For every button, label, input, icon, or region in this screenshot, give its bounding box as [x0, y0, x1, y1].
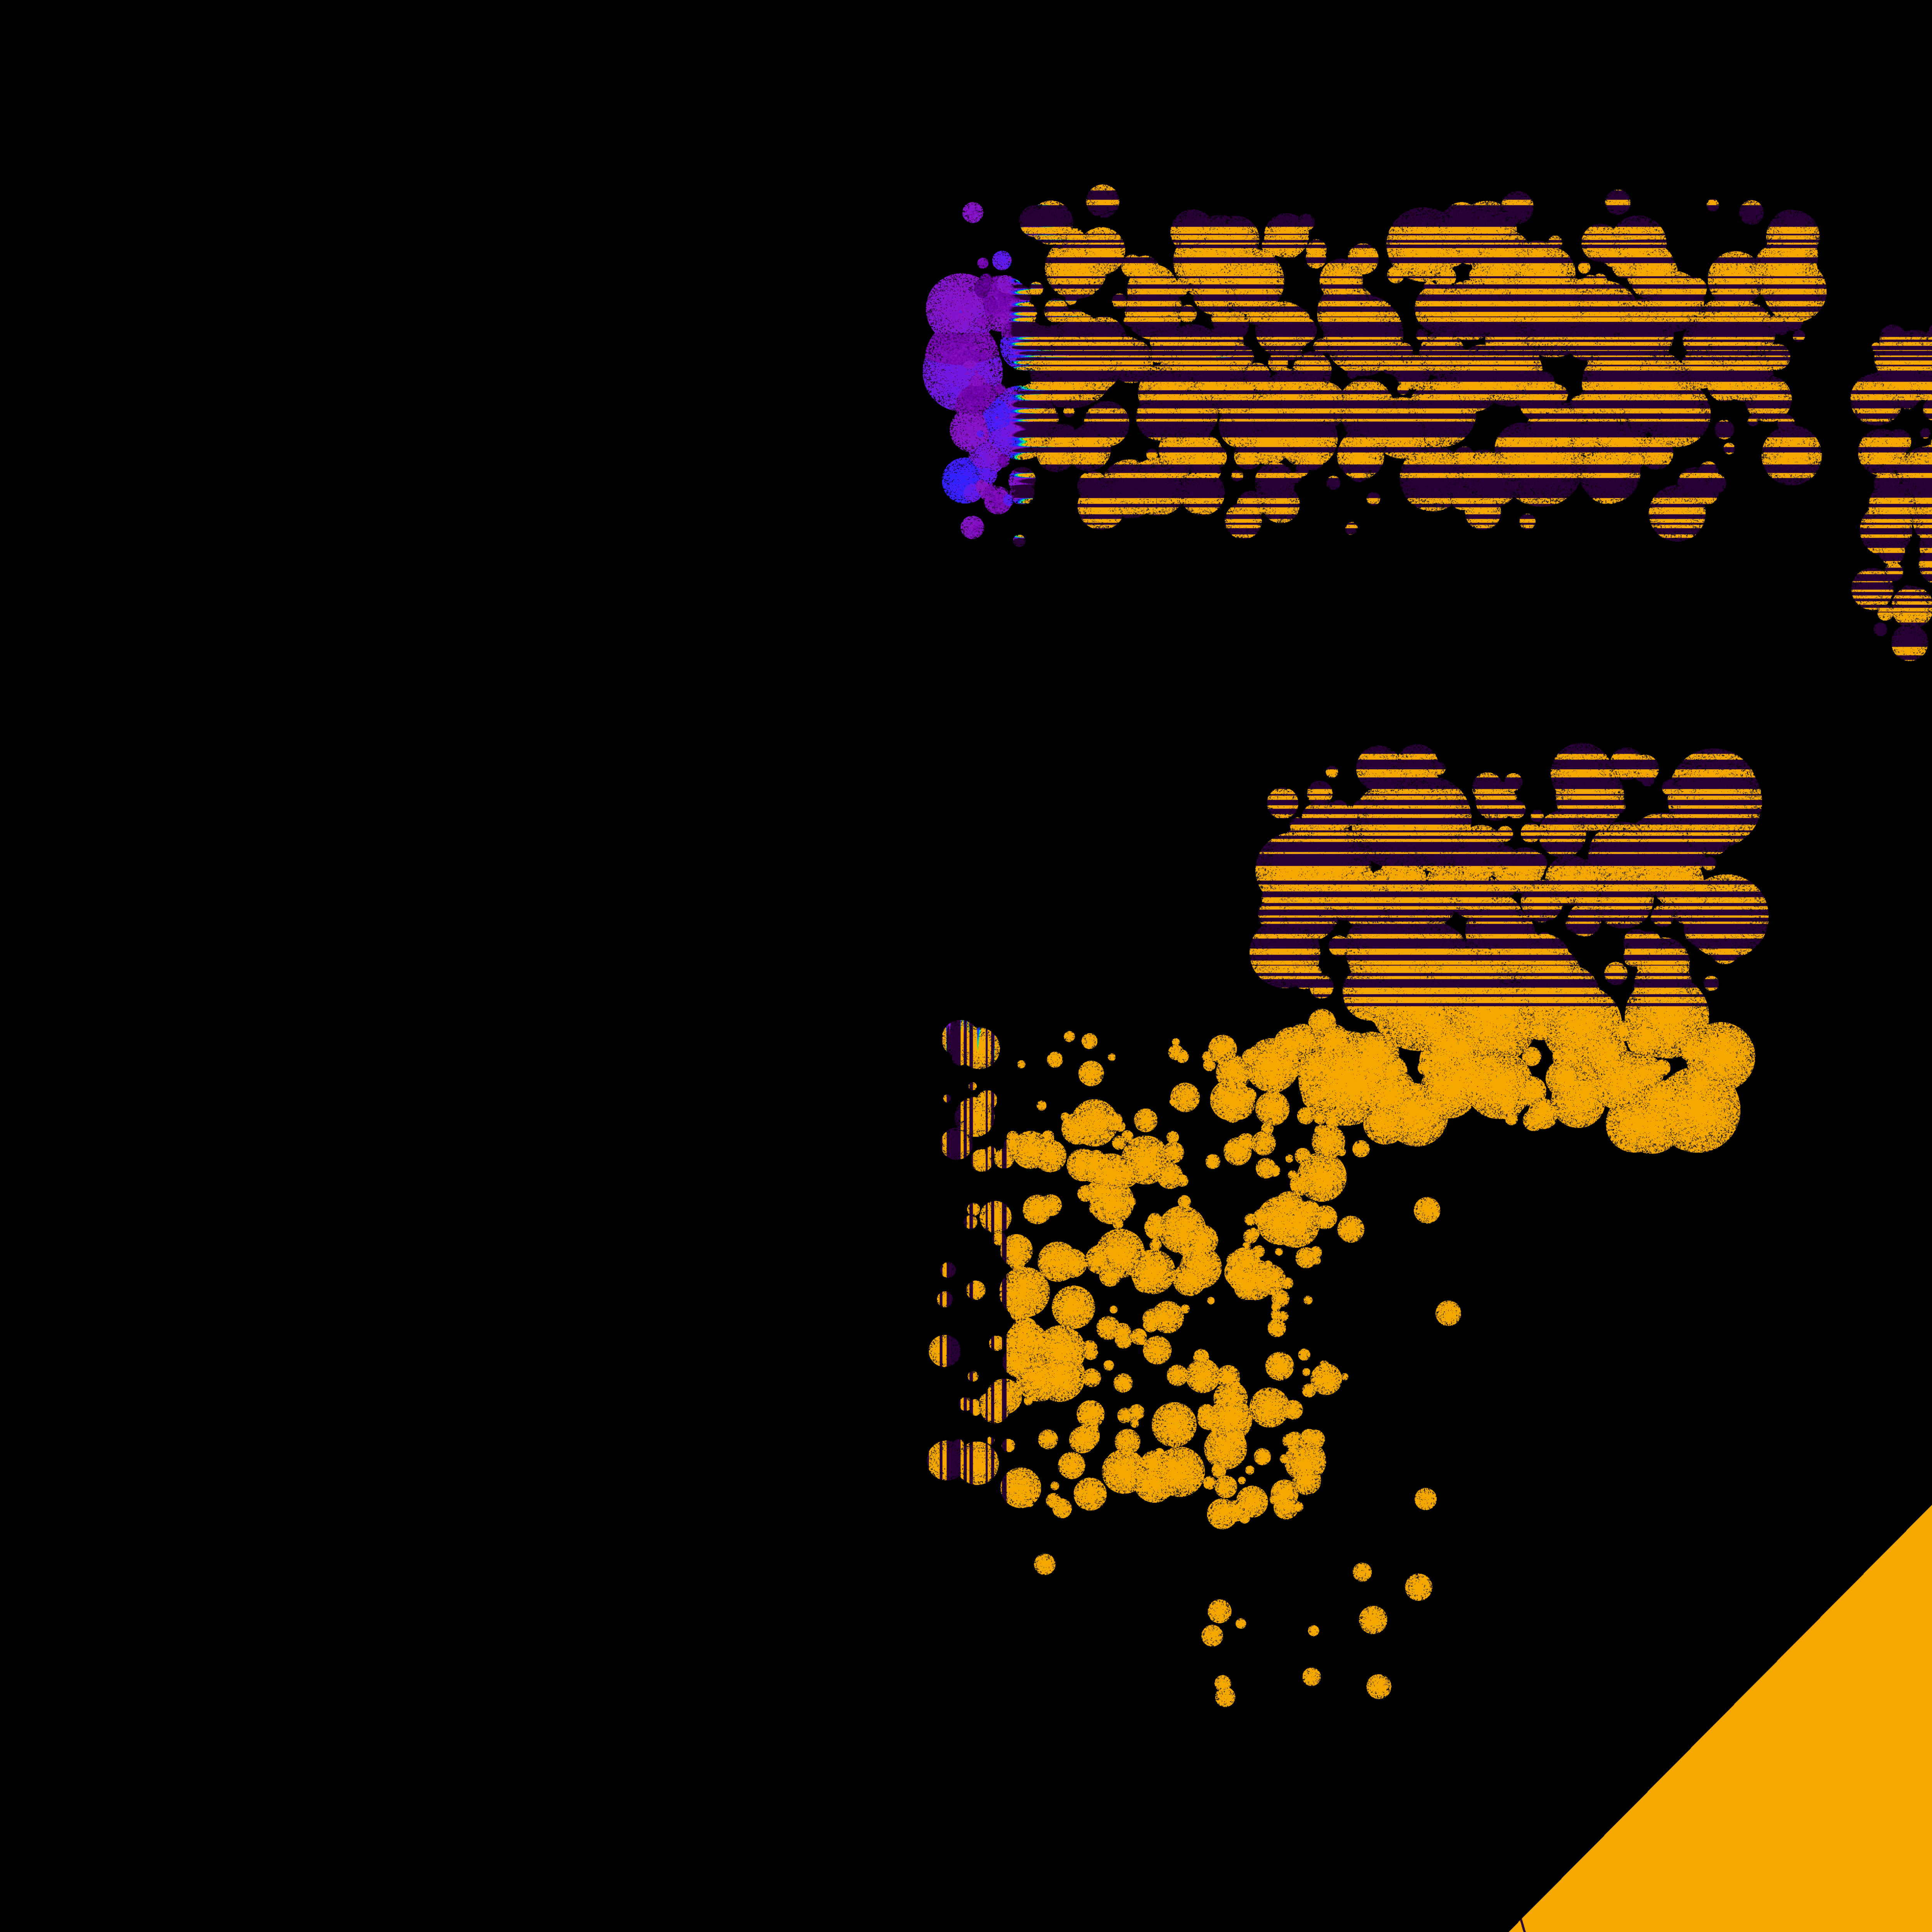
- image-canvas: [0, 0, 1932, 1932]
- satellite-swath-raster: [0, 0, 1932, 1932]
